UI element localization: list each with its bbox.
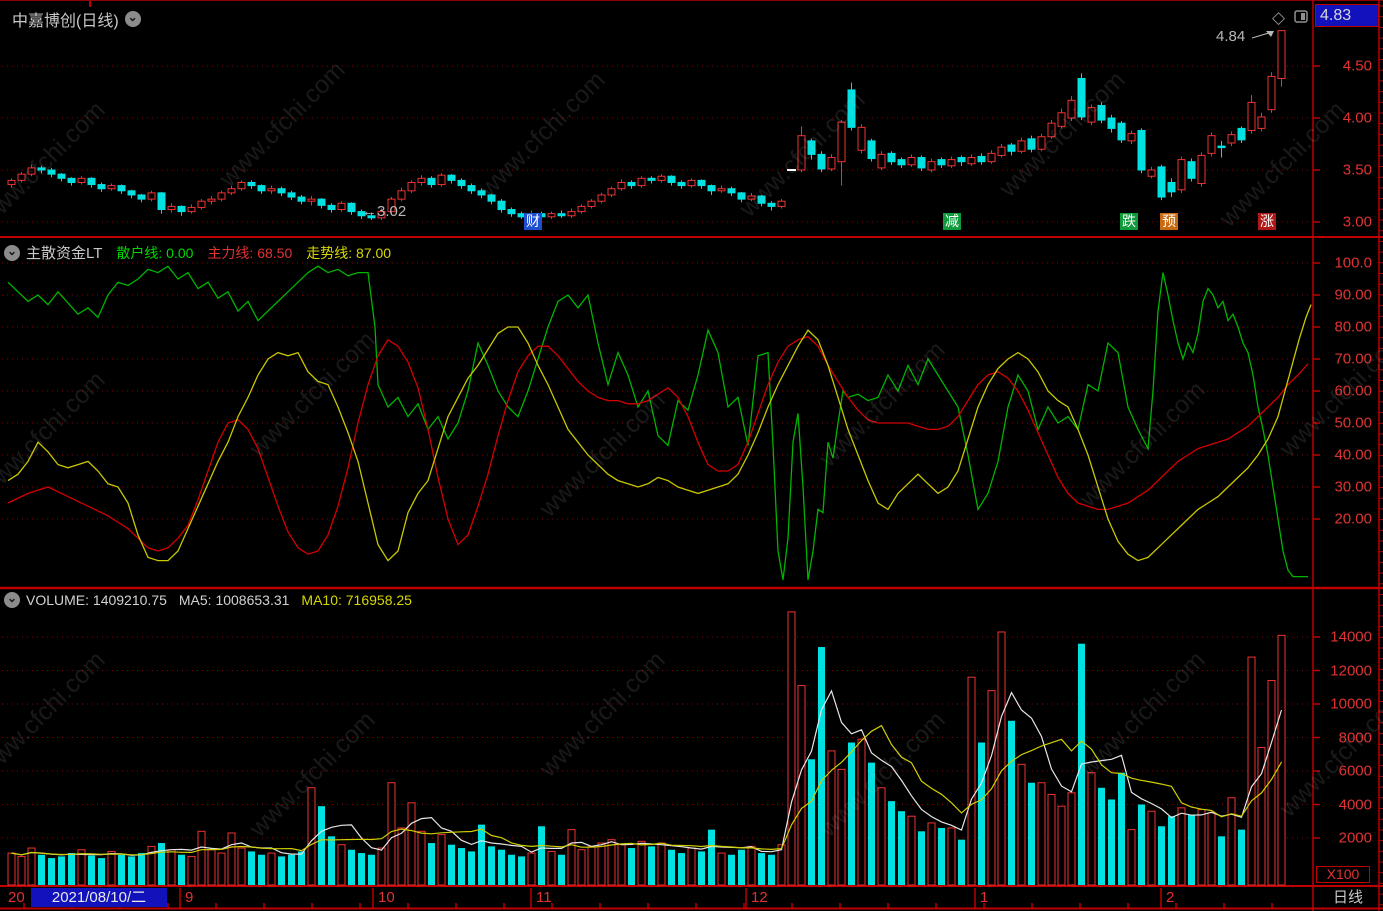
legend-ma5: MA5: 1008653.31 [178,592,290,608]
axis-label: 14000 [1330,628,1372,646]
selected-date[interactable]: 2021/08/10/二 [31,888,167,907]
indicator-header: ⌄ 主散资金LT 散户线: 0.00 主力线: 68.50 走势线: 87.00 [4,242,391,263]
axis-label: 10000 [1330,695,1372,713]
axis-label: 3.50 [1342,161,1372,179]
chevron-down-icon[interactable]: ⌄ [4,244,20,261]
indicator-line-yellow [7,304,1312,562]
indicator-line-red [7,335,1309,555]
axis-label: 30.00 [1334,478,1372,496]
axis-label: 60.00 [1334,382,1372,400]
axis-label: 100.0 [1334,254,1372,272]
month-label: 11 [536,889,552,906]
month-label: 9 [185,889,194,906]
axis-label: 4.50 [1342,57,1372,75]
axis-label: 8000 [1338,729,1372,746]
title-bar: 中嘉博创(日线) ⌄ [12,7,141,31]
axis-label: 4000 [1338,796,1372,813]
axis-label: 2000 [1338,829,1372,847]
clipped-year-label: 20 [8,889,25,906]
event-marker[interactable]: 涨 [1258,213,1276,230]
legend-volume: VOLUME: 1409210.75 [26,592,167,608]
legend-sanhu: 散户线: 0.00 [116,244,194,261]
axis-label: 3.00 [1342,213,1372,231]
month-label: 12 [751,889,768,906]
indicator-title: 主散资金LT [26,245,103,262]
chevron-down-icon[interactable]: ⌄ [124,11,141,27]
low-price-annotation: ←3.02 [362,203,407,220]
legend-ma10: MA10: 716958.25 [301,592,412,608]
axis-label: 70.00 [1334,350,1372,368]
page-title: 中嘉博创(日线) [12,13,119,30]
axis-label: 50.00 [1334,414,1372,432]
axis-label: 90.00 [1334,286,1372,304]
period-label[interactable]: 日线 [1332,889,1363,906]
legend-zhuli: 主力线: 68.50 [207,244,293,261]
event-marker[interactable]: 跌 [1120,213,1138,230]
event-marker[interactable]: 预 [1160,213,1178,230]
volume-header: ⌄ VOLUME: 1409210.75 MA5: 1008653.31 MA1… [4,592,412,608]
event-marker[interactable]: 减 [943,213,961,230]
axis-label: 6000 [1338,762,1372,780]
current-price-box: 4.83 [1315,4,1379,27]
diamond-icon[interactable]: ◇ [1272,8,1286,27]
volume-unit-label: X100 [1316,866,1370,883]
axis-label: 4.00 [1342,109,1372,127]
month-label: 10 [378,889,395,906]
event-marker[interactable]: 财 [524,213,542,230]
axis-label: 40.00 [1334,446,1372,464]
high-price-annotation: 4.84 [1216,28,1246,45]
ma10-line [11,724,1283,856]
axis-label: 12000 [1330,662,1372,679]
month-label: 2 [1166,889,1175,906]
chevron-down-icon[interactable]: ⌄ [4,592,20,608]
legend-zoushi: 走势线: 87.00 [306,244,392,261]
ma5-line [11,689,1283,856]
axis-label: 20.00 [1334,510,1372,528]
indicator-line-green [7,265,1308,580]
month-label: 1 [980,889,989,906]
axis-label: 80.00 [1334,318,1372,336]
